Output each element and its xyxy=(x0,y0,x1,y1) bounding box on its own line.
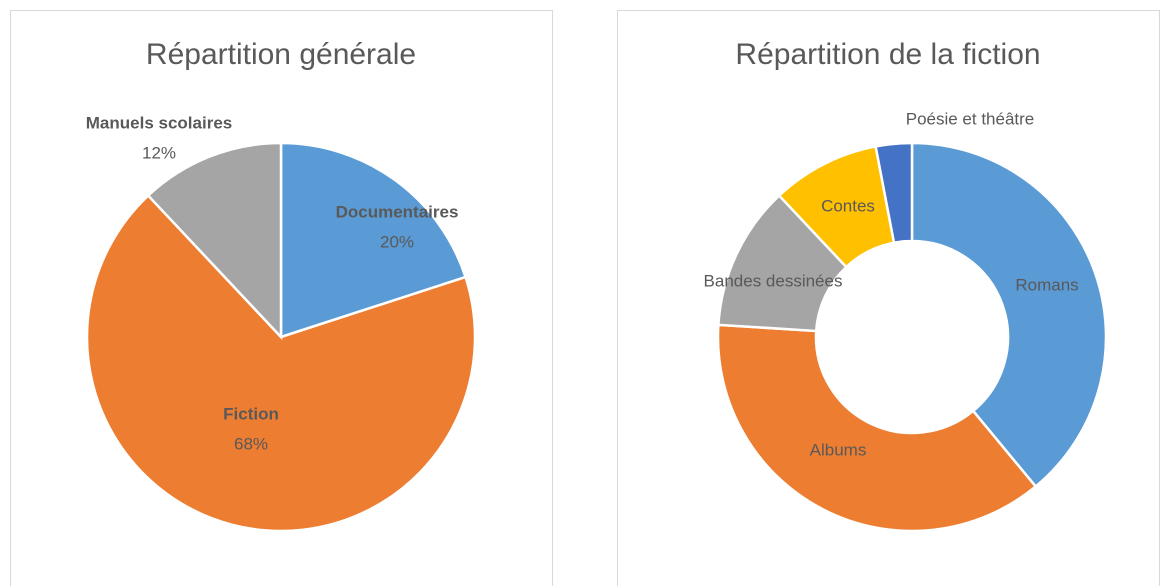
value-label: 20% xyxy=(380,232,414,251)
pie-slice xyxy=(146,141,283,341)
pie-slice xyxy=(279,141,468,339)
doughnut-segment xyxy=(716,323,1038,533)
doughnut-segment xyxy=(910,141,1108,489)
chart-frame xyxy=(10,10,553,586)
category-label: Manuels scolaires xyxy=(86,113,232,132)
chart-title: Répartition générale xyxy=(146,38,416,71)
category-label: Documentaires xyxy=(336,202,459,221)
doughnut-segment xyxy=(874,141,914,245)
category-label: Romans xyxy=(1015,275,1078,294)
pie-slice xyxy=(85,193,477,533)
chart-frame xyxy=(617,10,1160,586)
value-label: 12% xyxy=(142,143,176,162)
category-label: Contes xyxy=(821,196,875,215)
category-label: Bandes dessinées xyxy=(704,271,843,290)
category-label: Fiction xyxy=(223,404,279,423)
category-label: Albums xyxy=(810,440,867,459)
value-label: 68% xyxy=(234,434,268,453)
chart-title: Répartition de la fiction xyxy=(735,38,1040,71)
category-label: Poésie et théâtre xyxy=(906,109,1035,128)
